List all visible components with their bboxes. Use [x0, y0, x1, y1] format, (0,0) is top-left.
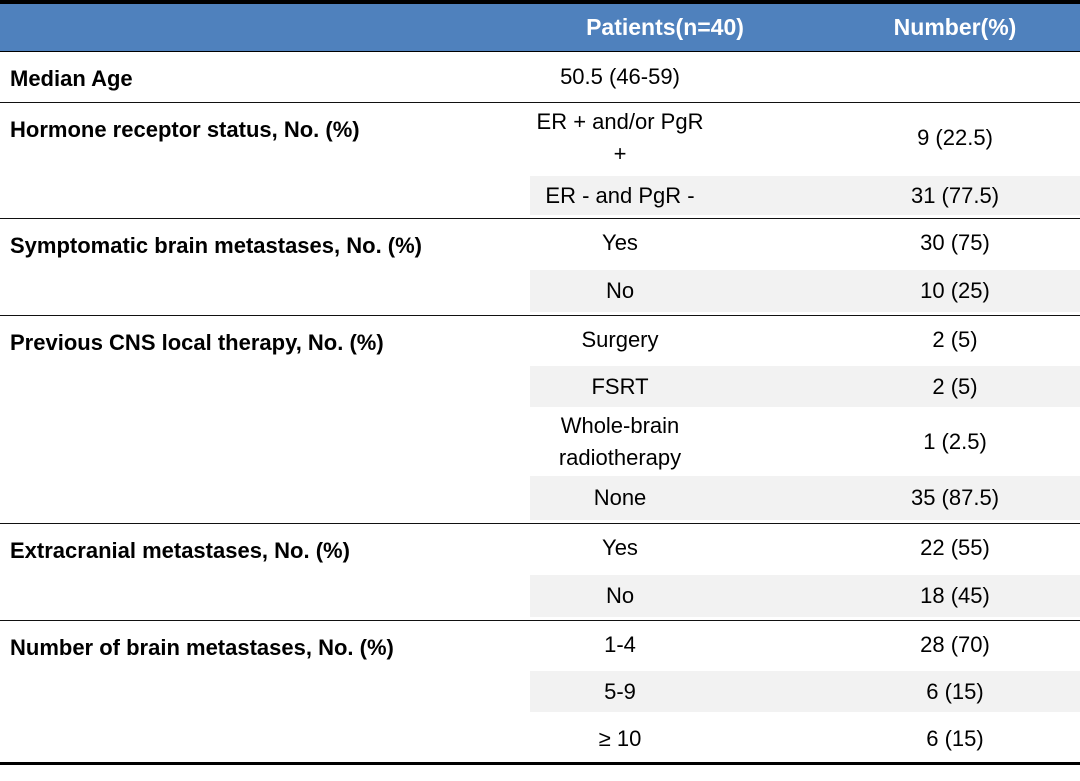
- category-cell: 5-9: [604, 678, 636, 704]
- header-cell: Patients(n=40): [586, 14, 744, 40]
- group-label: Symptomatic brain metastases, No. (%): [10, 233, 423, 258]
- header-row: Patients(n=40) Number(%): [0, 0, 1080, 52]
- group-label: Extracranial metastases, No. (%): [10, 538, 350, 563]
- group-label: Hormone receptor status, No. (%): [10, 117, 360, 142]
- value-cell: 10 (25): [920, 278, 990, 303]
- category-cell: No: [605, 583, 635, 608]
- table: Patients(n=40) Number(%) 50.5 (46-59) Med…: [0, 0, 1080, 765]
- value-cell: 35 (87.5): [910, 485, 1000, 510]
- table-row: Yes 22 (55): [0, 524, 1080, 572]
- value-cell: 22 (55): [920, 535, 990, 560]
- category-cell: FSRT: [591, 373, 649, 399]
- row-group: ER + and/or PgR + 9 (22.5) ER - and PgR - 3…: [0, 103, 1080, 219]
- category-cell: Yes: [602, 535, 638, 560]
- table-row: ER + and/or PgR + 9 (22.5): [0, 103, 1080, 173]
- value-cell: 9 (22.5): [917, 125, 993, 150]
- category-cell: Yes: [602, 230, 638, 255]
- table-row: FSRT 2 (5): [0, 363, 1080, 410]
- table-row: Whole-brain radiotherapy 1 (2.5): [0, 410, 1080, 473]
- row-group: Yes 30 (75) No 10 (25) Symptomatic brain met…: [0, 219, 1080, 316]
- value-cell: 6 (15): [926, 725, 984, 751]
- value-cell: 2 (5): [932, 373, 978, 399]
- category-cell: ≥ 10: [598, 725, 642, 751]
- row-group: 50.5 (46-59) Median Age: [0, 52, 1080, 103]
- category-cell: 1-4: [604, 631, 636, 657]
- group-label: Number of brain metastases, No. (%): [10, 635, 394, 660]
- table-row: ER - and PgR - 31 (77.5): [0, 173, 1080, 218]
- group-label: Previous CNS local therapy, No. (%): [10, 330, 384, 355]
- table-row: Surgery 2 (5): [0, 316, 1080, 363]
- value-cell: 28 (70): [920, 631, 990, 657]
- row-group: Surgery 2 (5) FSRT 2 (5) Whole-brain radioth…: [0, 316, 1080, 524]
- header-cell: Number(%): [893, 14, 1017, 40]
- table-row: No 10 (25): [0, 267, 1080, 315]
- group-label: Median Age: [10, 66, 133, 91]
- category-cell: No: [605, 278, 635, 303]
- category-cell: ER + and/or PgR +: [536, 109, 704, 166]
- table-row: 1-4 28 (70): [0, 621, 1080, 668]
- category-cell: ER - and PgR -: [545, 182, 695, 208]
- row-group: 1-4 28 (70) 5-9 6 (15) ≥ 10 6 (15) Number of b…: [0, 621, 1080, 765]
- table-row: ≥ 10 6 (15): [0, 715, 1080, 762]
- value-cell: 31 (77.5): [910, 182, 1000, 208]
- row-group: Yes 22 (55) No 18 (45) Extracranial metastas…: [0, 524, 1080, 621]
- category-cell: None: [593, 485, 647, 510]
- category-cell: Whole-brain radiotherapy: [558, 412, 682, 470]
- table-row: Yes 30 (75): [0, 219, 1080, 267]
- table-row: None 35 (87.5): [0, 473, 1080, 523]
- category-cell: Surgery: [581, 326, 659, 352]
- value-cell: 18 (45): [920, 583, 990, 608]
- value-cell: 2 (5): [932, 326, 978, 352]
- value-cell: 1 (2.5): [923, 428, 987, 454]
- table-row: No 18 (45): [0, 572, 1080, 620]
- table-row: 50.5 (46-59): [0, 52, 1080, 102]
- category-cell: 50.5 (46-59): [560, 64, 680, 89]
- value-cell: 30 (75): [920, 230, 990, 255]
- table-row: 5-9 6 (15): [0, 668, 1080, 715]
- value-cell: 6 (15): [926, 678, 984, 704]
